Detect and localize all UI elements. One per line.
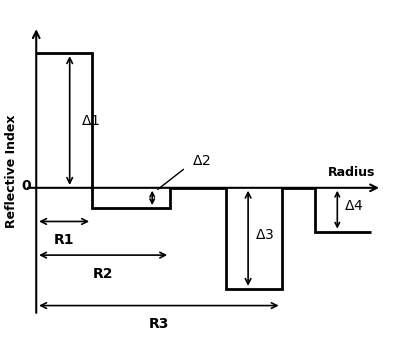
Text: $\Delta2$: $\Delta2$ xyxy=(193,154,211,168)
Text: Radius: Radius xyxy=(328,167,375,180)
Text: R1: R1 xyxy=(54,233,74,247)
Text: 0: 0 xyxy=(21,179,31,193)
Text: $\Delta3$: $\Delta3$ xyxy=(255,228,274,242)
Text: R2: R2 xyxy=(93,267,114,281)
Text: $\Delta1$: $\Delta1$ xyxy=(81,114,100,128)
Text: $\Delta4$: $\Delta4$ xyxy=(344,199,363,213)
Text: Reflective Index: Reflective Index xyxy=(5,114,18,228)
Text: R3: R3 xyxy=(149,317,169,331)
